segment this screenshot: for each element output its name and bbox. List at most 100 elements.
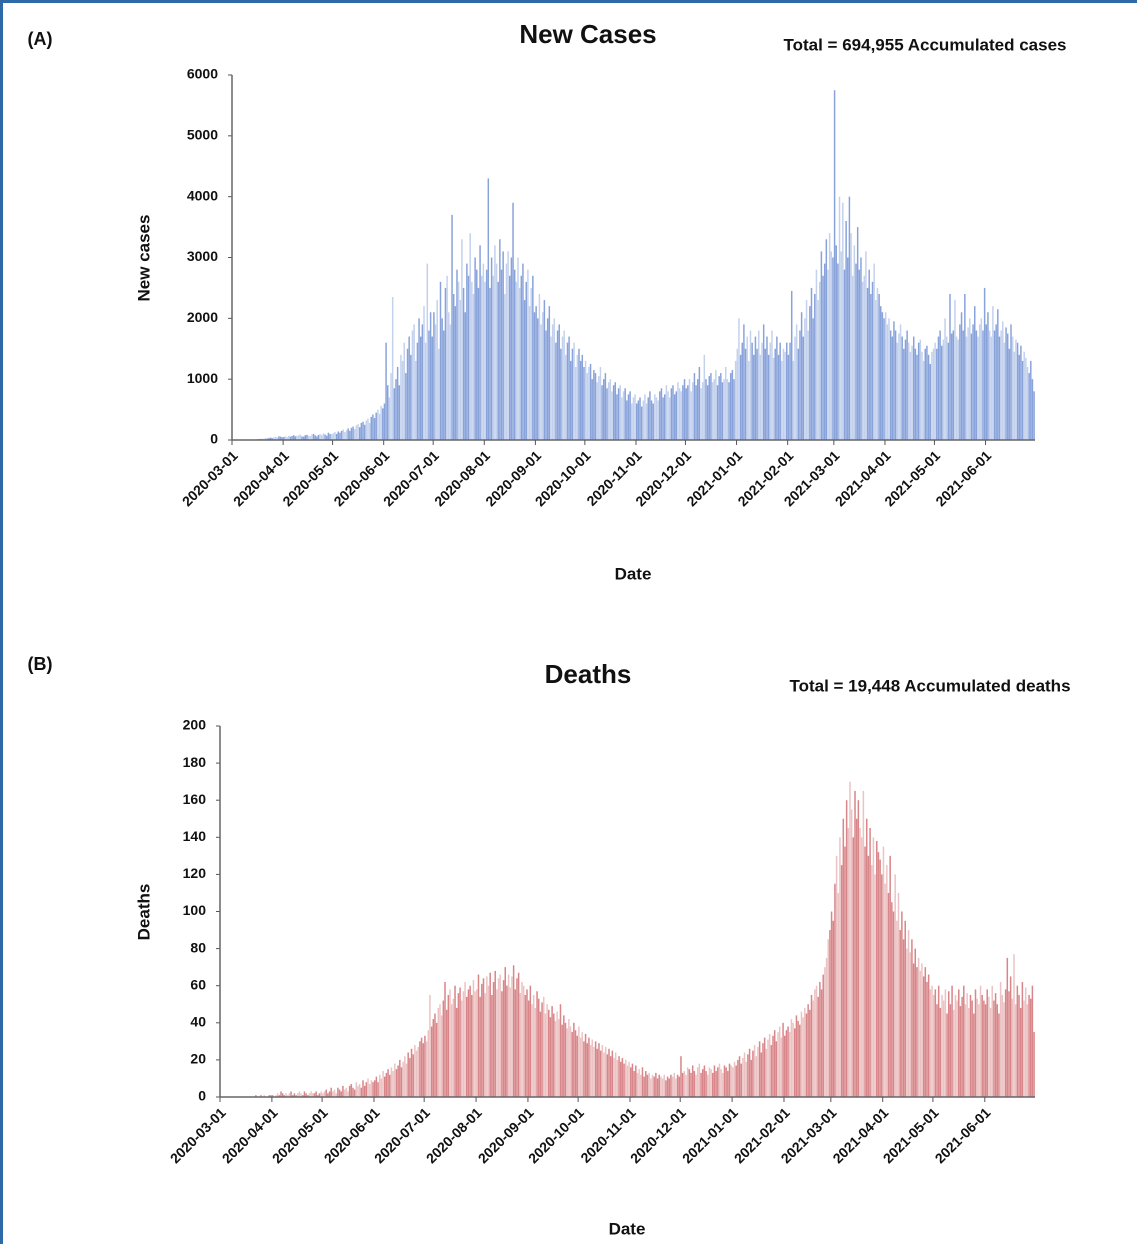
bar (771, 331, 772, 441)
bar (488, 986, 490, 1097)
bar (565, 355, 566, 440)
bar (618, 388, 619, 440)
bar (892, 337, 893, 440)
bar (638, 1069, 640, 1097)
bar (486, 976, 488, 1097)
bar (610, 1056, 612, 1097)
bar (725, 367, 726, 440)
bar (748, 361, 749, 440)
bar (707, 385, 708, 440)
bar (435, 324, 436, 440)
bar (998, 1014, 1000, 1097)
bar (403, 343, 404, 440)
bar (545, 1014, 547, 1097)
bar (649, 391, 650, 440)
bar (1022, 361, 1023, 440)
bar (595, 1041, 597, 1097)
bar (582, 355, 583, 440)
bar (910, 352, 911, 440)
bar (807, 331, 808, 441)
bar (925, 967, 927, 1097)
bar (508, 975, 510, 1097)
bar (784, 1036, 786, 1097)
bar (478, 975, 480, 1097)
bar (560, 349, 561, 440)
bar (357, 424, 358, 440)
bar (779, 343, 780, 440)
bar (443, 1001, 445, 1097)
bar (319, 434, 320, 440)
bar (876, 841, 878, 1097)
bar (791, 1019, 793, 1097)
bar (863, 791, 865, 1097)
bar (1019, 355, 1020, 440)
bar (311, 435, 312, 440)
bar (801, 1012, 803, 1097)
bar (732, 370, 733, 440)
bar (791, 291, 792, 440)
bar (725, 1067, 727, 1097)
bar (310, 1091, 312, 1097)
bar (735, 361, 736, 440)
bar (531, 1004, 533, 1097)
bar (438, 1008, 440, 1097)
bar (382, 1071, 384, 1097)
bar (702, 1069, 704, 1097)
bar (908, 343, 909, 440)
bar (342, 430, 343, 440)
bar (330, 1088, 332, 1097)
bar (776, 337, 777, 440)
y-tick-label: 100 (183, 902, 207, 918)
bar (816, 986, 818, 1097)
bar (806, 1014, 808, 1097)
bar (885, 312, 886, 440)
bar (850, 233, 851, 440)
bar (396, 1069, 398, 1097)
bar (535, 306, 536, 440)
bar (879, 860, 881, 1097)
bar (936, 1004, 938, 1097)
bar (359, 1084, 361, 1097)
bar (1010, 324, 1011, 440)
bar (545, 331, 546, 441)
bar (680, 1056, 682, 1097)
bar (661, 388, 662, 440)
bar (956, 1001, 958, 1097)
bar (860, 258, 861, 441)
bar (802, 1017, 804, 1097)
bar (553, 1014, 555, 1097)
bar (408, 337, 409, 440)
bar (664, 394, 665, 440)
bar (377, 1082, 379, 1097)
bar (576, 1036, 578, 1097)
bar (376, 1077, 378, 1097)
bar (707, 1075, 709, 1097)
bar (619, 385, 620, 440)
bar (837, 264, 838, 440)
bar (568, 1019, 570, 1097)
bar (783, 349, 784, 440)
bar (598, 376, 599, 440)
bar (871, 865, 873, 1097)
bar (445, 288, 446, 440)
bar (754, 1045, 756, 1097)
bar (916, 967, 918, 1097)
bar (536, 991, 538, 1097)
bar (670, 1075, 672, 1097)
bar (824, 264, 825, 440)
bar (474, 991, 476, 1097)
bar (384, 1077, 386, 1097)
bar (781, 361, 782, 440)
bar (900, 324, 901, 440)
bar (747, 1054, 749, 1097)
bar (552, 324, 553, 440)
bar (329, 434, 330, 440)
bar (984, 288, 985, 440)
bar (405, 373, 406, 440)
bar (630, 1067, 632, 1097)
bar (1025, 988, 1027, 1097)
bar (901, 337, 902, 440)
bar (1008, 991, 1010, 1097)
bar (520, 993, 522, 1097)
